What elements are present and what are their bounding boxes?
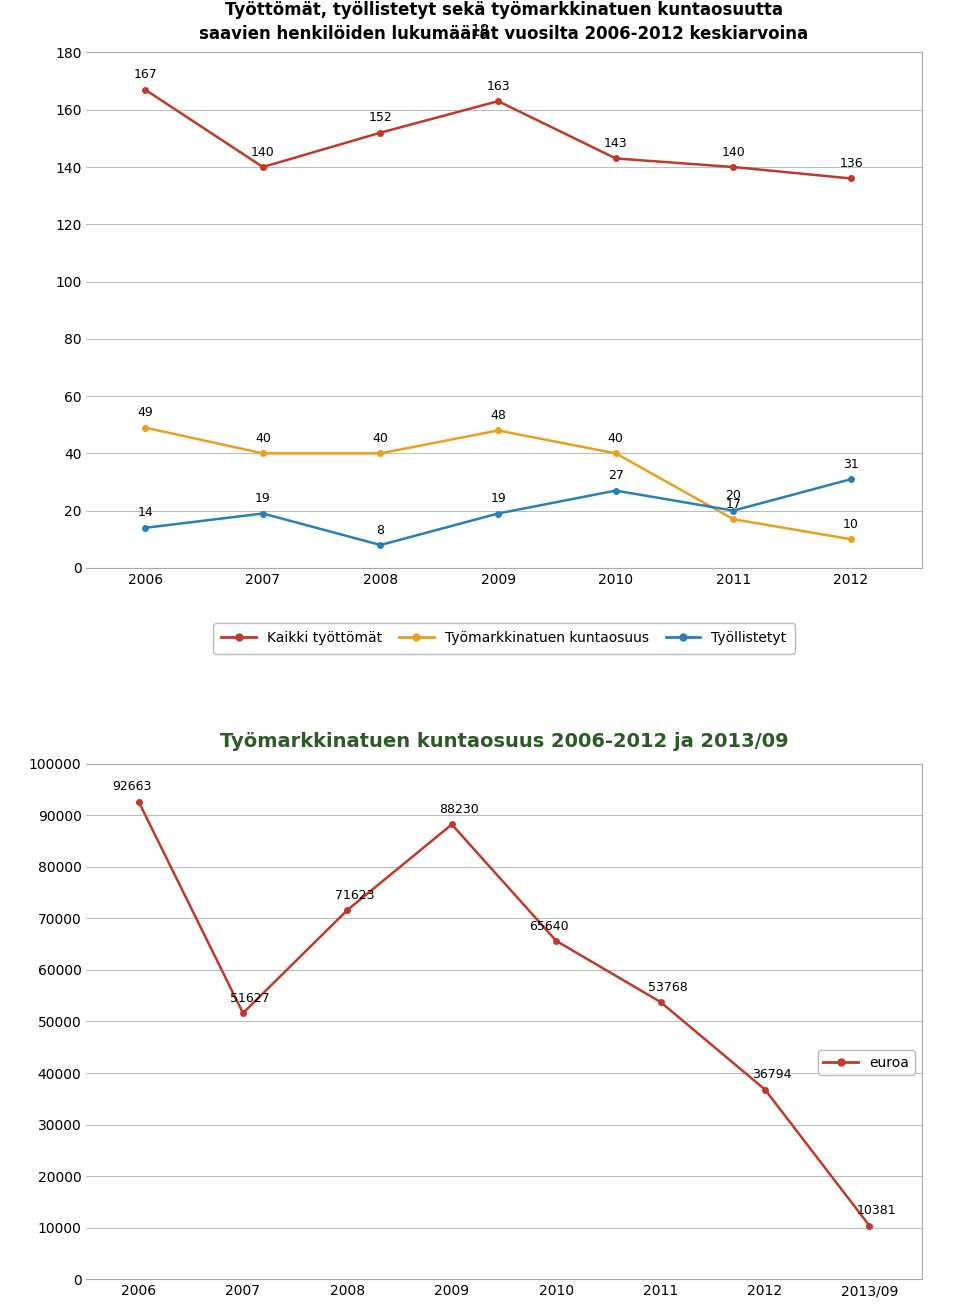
Työllistetyt	[728, 502, 739, 518]
Line: Kaikki työttömät: Kaikki työttömät	[142, 87, 853, 181]
Text: 27: 27	[608, 470, 624, 483]
Text: 152: 152	[369, 112, 393, 125]
Työmarkkinatuen kuntaosuus	[139, 420, 151, 436]
euroa	[759, 1081, 771, 1097]
Text: 17: 17	[726, 497, 741, 510]
Text: 71623: 71623	[335, 888, 374, 901]
Kaikki työttömät	[492, 93, 504, 109]
Title: Työmarkkinatuen kuntaosuus 2006-2012 ja 2013/09: Työmarkkinatuen kuntaosuus 2006-2012 ja …	[220, 732, 788, 750]
Kaikki työttömät	[374, 125, 386, 140]
Text: 163: 163	[487, 80, 510, 93]
Line: euroa: euroa	[135, 799, 873, 1228]
Text: 167: 167	[133, 68, 157, 81]
Text: 10381: 10381	[856, 1204, 896, 1218]
Text: 49: 49	[137, 407, 153, 420]
Kaikki työttömät	[845, 171, 856, 186]
Text: 40: 40	[608, 432, 624, 445]
euroa	[237, 1005, 249, 1021]
Text: 140: 140	[251, 146, 275, 159]
Line: Työmarkkinatuen kuntaosuus: Työmarkkinatuen kuntaosuus	[142, 425, 853, 542]
euroa	[550, 933, 562, 949]
Text: 18: 18	[470, 24, 490, 38]
Kaikki työttömät	[610, 151, 621, 167]
Text: 136: 136	[839, 157, 863, 171]
Työmarkkinatuen kuntaosuus	[374, 446, 386, 462]
Työllistetyt	[845, 471, 856, 487]
Työllistetyt	[257, 505, 269, 521]
Text: 8: 8	[376, 523, 385, 537]
euroa	[655, 994, 666, 1010]
Työmarkkinatuen kuntaosuus	[257, 446, 269, 462]
Text: 10: 10	[843, 518, 859, 531]
Text: 143: 143	[604, 136, 628, 150]
Työllistetyt	[374, 537, 386, 552]
Title: Työttömät, työllistetyt sekä työmarkkinatuen kuntaosuutta
saavien henkilöiden lu: Työttömät, työllistetyt sekä työmarkkina…	[200, 1, 808, 42]
Text: 40: 40	[255, 432, 271, 445]
euroa	[446, 816, 458, 832]
Text: 20: 20	[726, 489, 741, 502]
euroa	[132, 794, 144, 810]
Kaikki työttömät	[728, 159, 739, 174]
Työmarkkinatuen kuntaosuus	[492, 422, 504, 438]
Työllistetyt	[492, 505, 504, 521]
Text: 65640: 65640	[530, 920, 569, 933]
Line: Työllistetyt: Työllistetyt	[142, 476, 853, 548]
Text: 51627: 51627	[230, 992, 270, 1005]
Työllistetyt	[610, 483, 621, 499]
Text: 48: 48	[491, 409, 506, 422]
Työllistetyt	[139, 520, 151, 535]
Legend: Kaikki työttömät, Työmarkkinatuen kuntaosuus, Työllistetyt: Kaikki työttömät, Työmarkkinatuen kuntao…	[213, 623, 795, 653]
Text: 31: 31	[843, 458, 859, 471]
Text: 19: 19	[255, 492, 271, 505]
euroa	[864, 1218, 876, 1233]
Text: 14: 14	[137, 506, 153, 520]
Kaikki työttömät	[257, 159, 269, 174]
Text: 88230: 88230	[439, 803, 479, 816]
euroa	[342, 903, 353, 918]
Työmarkkinatuen kuntaosuus	[728, 512, 739, 527]
Työmarkkinatuen kuntaosuus	[845, 531, 856, 547]
Text: 140: 140	[722, 146, 745, 159]
Text: 19: 19	[491, 492, 506, 505]
Text: 92663: 92663	[112, 781, 152, 794]
Kaikki työttömät	[139, 81, 151, 97]
Työmarkkinatuen kuntaosuus	[610, 446, 621, 462]
Text: 40: 40	[372, 432, 389, 445]
Legend: euroa: euroa	[818, 1050, 915, 1076]
Text: 53768: 53768	[648, 981, 687, 993]
Text: 36794: 36794	[753, 1068, 792, 1081]
